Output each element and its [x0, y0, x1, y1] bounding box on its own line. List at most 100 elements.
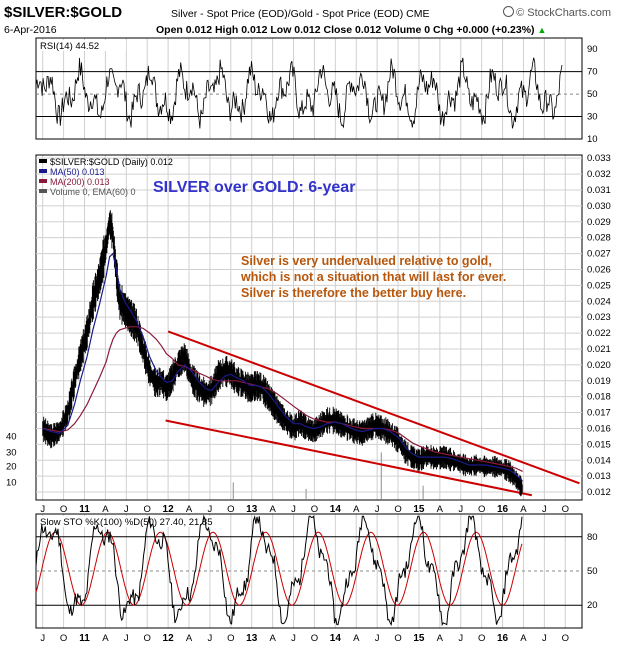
brand-label: © StockCharts.com	[516, 7, 611, 19]
x-tick-label: O	[144, 633, 151, 644]
price-axis-tick: 0.022	[587, 328, 611, 339]
price-axis-tick: 0.027	[587, 249, 611, 260]
x-tick-label: 12	[163, 633, 175, 644]
x-tick-label: J	[208, 504, 213, 515]
price-axis-tick: 0.016	[587, 423, 611, 434]
price-axis-tick: 0.026	[587, 264, 611, 275]
logo-icon	[503, 6, 515, 17]
commentary-line: which is not a situation that will last …	[240, 270, 506, 284]
x-tick-label: 14	[330, 504, 342, 515]
price-axis-tick: 0.012	[587, 487, 611, 498]
x-tick-label: A	[437, 504, 444, 515]
ma50-line	[42, 252, 524, 482]
x-tick-label: J	[542, 633, 547, 644]
rsi-legend: RSI(14) 44.52	[40, 41, 99, 52]
rsi-line	[35, 57, 563, 129]
x-tick-label: 13	[246, 633, 258, 644]
stoch-k-line	[35, 514, 523, 627]
commentary-line: Silver is very undervalued relative to g…	[241, 254, 492, 268]
price-axis-tick: 0.018	[587, 392, 611, 403]
rsi-axis-tick: 10	[587, 134, 598, 145]
ma200-legend: MA(200) 0.013	[50, 177, 110, 187]
x-tick-label: 13	[246, 504, 258, 515]
x-tick-label: J	[291, 633, 296, 644]
price-axis-tick: 0.023	[587, 312, 611, 323]
price-axis-tick: 0.013	[587, 471, 611, 482]
volume-axis-tick: 40	[6, 431, 17, 442]
x-tick-label: A	[102, 504, 109, 515]
x-tick-label: A	[269, 633, 276, 644]
x-tick-label: O	[227, 504, 234, 515]
x-tick-label: J	[291, 504, 296, 515]
x-tick-label: J	[124, 633, 129, 644]
rsi-legend-bg	[38, 40, 126, 51]
x-tick-label: 14	[330, 633, 342, 644]
x-tick-label: J	[375, 633, 380, 644]
x-tick-label: O	[311, 633, 318, 644]
x-tick-label: O	[562, 633, 569, 644]
x-tick-label: 11	[79, 633, 90, 644]
price-axis-tick: 0.019	[587, 376, 611, 387]
upper-trendline	[167, 330, 580, 485]
sto-legend-bg	[38, 516, 224, 527]
price-axis-tick: 0.030	[587, 201, 611, 212]
stoch-d-line	[35, 531, 523, 606]
rsi-axis-tick: 50	[587, 89, 598, 100]
commentary-line: Silver is therefore the better buy here.	[241, 286, 466, 300]
volume-axis-tick: 10	[6, 478, 17, 489]
price-axis-tick: 0.014	[587, 455, 611, 466]
rsi-axis-tick: 90	[587, 44, 598, 55]
x-tick-label: J	[40, 504, 45, 515]
price-axis-tick: 0.025	[587, 280, 611, 291]
price-axis-tick: 0.033	[587, 153, 611, 164]
price-axis-tick: 0.021	[587, 344, 611, 355]
x-tick-label: 16	[497, 633, 509, 644]
x-tick-label: A	[186, 504, 193, 515]
stockcharts-logo: © StockCharts.com	[503, 6, 611, 19]
x-tick-label: J	[375, 504, 380, 515]
x-tick-label: O	[144, 504, 151, 515]
x-tick-label: O	[311, 504, 318, 515]
chart-description: Silver - Spot Price (EOD)/Gold - Spot Pr…	[171, 8, 430, 20]
x-tick-label: O	[394, 504, 401, 515]
sto-axis-tick: 50	[587, 566, 598, 577]
x-tick-label: 15	[413, 504, 425, 515]
price-axis-tick: 0.031	[587, 185, 611, 196]
ma50-legend-swatch	[39, 169, 47, 173]
volume-legend: Volume 0, EMA(60) 0	[50, 187, 136, 197]
x-tick-label: O	[562, 504, 569, 515]
ma50-legend: MA(50) 0.013	[50, 167, 105, 177]
price-legend: $SILVER:$GOLD (Daily) 0.012	[50, 157, 173, 167]
price-axis-tick: 0.028	[587, 233, 611, 244]
x-tick-label: O	[394, 633, 401, 644]
sto-legend: Slow STO %K(100) %D(50) 27.40, 21.85	[40, 517, 213, 528]
price-axis-tick: 0.017	[587, 408, 611, 419]
x-tick-label: A	[269, 504, 276, 515]
x-tick-label: J	[458, 633, 463, 644]
price-panel-frame	[35, 154, 583, 501]
chart-title-annotation: SILVER over GOLD: 6-year	[153, 179, 355, 196]
volume-legend-swatch	[39, 189, 47, 193]
x-tick-label: J	[458, 504, 463, 515]
ohlc-values: Open 0.012 High 0.012 Low 0.012 Close 0.…	[156, 24, 535, 36]
x-tick-label: O	[60, 633, 67, 644]
rsi-panel-frame	[35, 37, 583, 140]
lower-trendline	[165, 419, 533, 497]
x-tick-label: 16	[497, 504, 509, 515]
x-tick-label: 11	[79, 504, 90, 515]
ohlc-up-arrow: ▲	[537, 25, 547, 35]
x-tick-label: A	[520, 504, 527, 515]
x-tick-label: O	[478, 504, 485, 515]
sto-axis-tick: 20	[587, 600, 598, 611]
price-legend-swatch	[39, 159, 47, 163]
price-axis-tick: 0.029	[587, 217, 611, 228]
x-tick-label: 12	[163, 504, 175, 515]
x-tick-label: A	[437, 633, 444, 644]
x-tick-label: A	[520, 633, 527, 644]
price-axis-tick: 0.032	[587, 169, 611, 180]
x-tick-label: A	[353, 504, 360, 515]
price-axis-tick: 0.020	[587, 360, 611, 371]
x-tick-label: O	[60, 504, 67, 515]
x-tick-label: O	[227, 633, 234, 644]
